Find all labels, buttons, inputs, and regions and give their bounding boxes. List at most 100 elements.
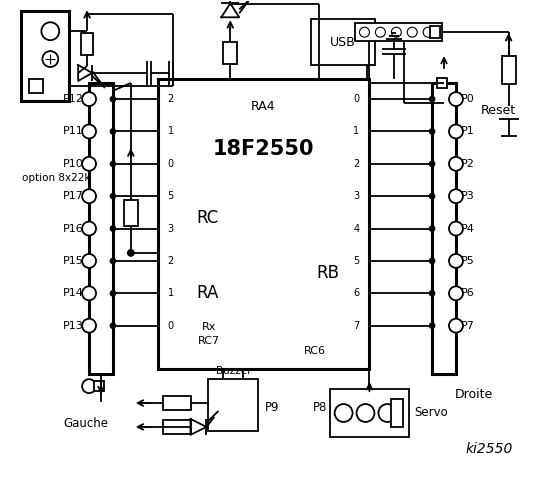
Bar — [330, 389, 409, 437]
Text: P9: P9 — [265, 400, 279, 414]
Circle shape — [110, 290, 116, 296]
Circle shape — [449, 287, 463, 300]
Circle shape — [429, 193, 435, 199]
Text: P5: P5 — [461, 256, 474, 266]
Text: P15: P15 — [64, 256, 84, 266]
Text: 0: 0 — [168, 159, 174, 169]
Circle shape — [359, 27, 369, 37]
Circle shape — [41, 22, 59, 40]
Circle shape — [110, 129, 116, 134]
Text: P2: P2 — [461, 159, 475, 169]
Text: P0: P0 — [461, 94, 474, 104]
Text: Gauche: Gauche — [64, 418, 108, 431]
Text: RC7: RC7 — [199, 336, 221, 347]
Circle shape — [449, 222, 463, 236]
Bar — [311, 19, 375, 65]
Text: P3: P3 — [461, 191, 474, 201]
Text: P14: P14 — [63, 288, 84, 298]
Circle shape — [392, 27, 401, 37]
Text: RA4: RA4 — [251, 100, 275, 113]
Text: P1: P1 — [461, 126, 474, 136]
Circle shape — [335, 404, 353, 422]
Text: P16: P16 — [64, 224, 84, 234]
Text: Reset: Reset — [481, 104, 517, 117]
Circle shape — [449, 319, 463, 333]
Circle shape — [82, 287, 96, 300]
Circle shape — [110, 258, 116, 264]
Circle shape — [82, 92, 96, 106]
Text: 1: 1 — [353, 126, 359, 136]
Circle shape — [82, 319, 96, 333]
Text: ki2550: ki2550 — [465, 442, 513, 456]
Text: RC: RC — [196, 209, 218, 227]
Bar — [432, 83, 456, 374]
Circle shape — [429, 258, 435, 264]
Circle shape — [449, 189, 463, 203]
Text: P11: P11 — [64, 126, 84, 136]
Text: 2: 2 — [168, 256, 174, 266]
Circle shape — [429, 323, 435, 329]
Circle shape — [43, 51, 58, 67]
Bar — [223, 42, 237, 64]
Circle shape — [407, 27, 417, 37]
Text: RB: RB — [316, 264, 339, 282]
Text: P12: P12 — [63, 94, 84, 104]
Circle shape — [82, 222, 96, 236]
Text: 6: 6 — [353, 288, 359, 298]
Circle shape — [449, 124, 463, 138]
Circle shape — [449, 157, 463, 171]
Bar — [29, 79, 43, 93]
Circle shape — [449, 92, 463, 106]
Circle shape — [82, 189, 96, 203]
Circle shape — [82, 124, 96, 138]
Bar — [124, 200, 138, 226]
Bar — [430, 26, 440, 38]
Circle shape — [110, 193, 116, 199]
Text: Droite: Droite — [455, 388, 493, 401]
Circle shape — [449, 254, 463, 268]
Bar — [208, 379, 258, 431]
Text: 0: 0 — [353, 94, 359, 104]
Text: 3: 3 — [353, 191, 359, 201]
Bar — [22, 12, 69, 101]
Text: Buzzer: Buzzer — [216, 366, 251, 376]
Circle shape — [357, 404, 374, 422]
Text: Rx: Rx — [202, 323, 217, 333]
Circle shape — [429, 161, 435, 167]
Bar — [437, 78, 447, 88]
Circle shape — [82, 379, 96, 393]
Bar — [163, 420, 190, 434]
Text: Servo: Servo — [414, 407, 448, 420]
Text: 3: 3 — [168, 224, 174, 234]
Text: P10: P10 — [64, 159, 84, 169]
Circle shape — [429, 129, 435, 134]
Circle shape — [110, 161, 116, 167]
Text: 1: 1 — [168, 288, 174, 298]
Circle shape — [110, 323, 116, 329]
Text: RC6: RC6 — [304, 347, 326, 356]
Text: P7: P7 — [461, 321, 475, 331]
Bar — [158, 79, 369, 369]
Text: P17: P17 — [63, 191, 84, 201]
Circle shape — [82, 157, 96, 171]
Text: 0: 0 — [168, 321, 174, 331]
Text: P13: P13 — [64, 321, 84, 331]
Bar — [502, 56, 515, 84]
Text: P8: P8 — [312, 400, 327, 414]
Text: USB: USB — [330, 36, 356, 48]
Bar — [89, 83, 113, 374]
Bar — [392, 399, 403, 427]
Text: 5: 5 — [353, 256, 359, 266]
Text: option 8x22k: option 8x22k — [22, 173, 91, 183]
Circle shape — [128, 250, 134, 256]
Text: 5: 5 — [168, 191, 174, 201]
Circle shape — [378, 404, 397, 422]
Text: P4: P4 — [461, 224, 475, 234]
Circle shape — [110, 226, 116, 231]
Bar — [163, 396, 190, 410]
Text: 1: 1 — [168, 126, 174, 136]
Circle shape — [110, 96, 116, 102]
Circle shape — [82, 254, 96, 268]
Text: RA: RA — [196, 284, 218, 302]
Circle shape — [375, 27, 385, 37]
